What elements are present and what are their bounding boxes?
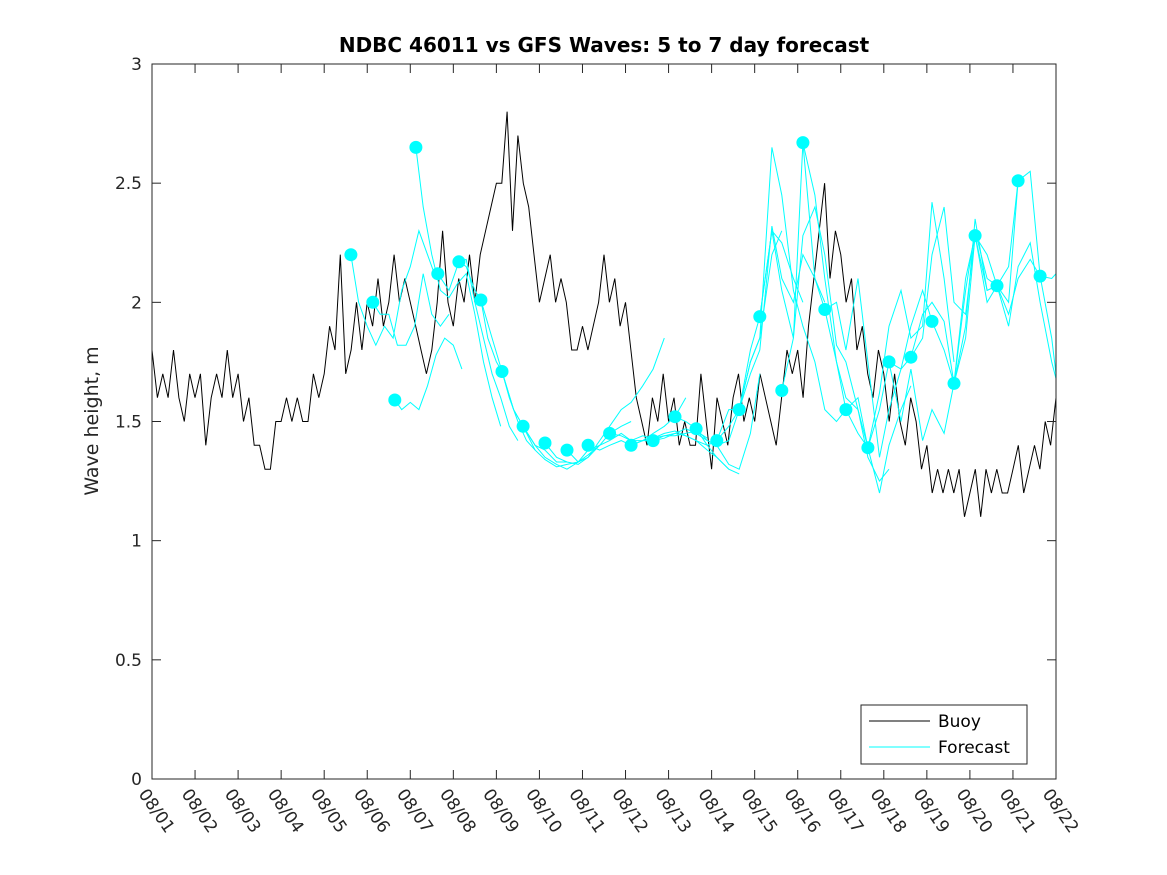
y-tick-label: 0.5 [115, 651, 142, 671]
forecast-marker [603, 426, 617, 440]
forecast-line-20 [781, 205, 890, 483]
forecast-marker [581, 438, 595, 452]
forecast-line-28 [953, 170, 1056, 384]
forecast-marker [1033, 269, 1047, 283]
legend: Buoy Forecast [860, 704, 1028, 765]
forecast-marker [968, 229, 982, 243]
y-axis-label: Wave height, m [81, 346, 103, 495]
forecast-marker [366, 295, 380, 309]
forecast-marker [689, 422, 703, 436]
y-tick-label: 1 [131, 532, 142, 552]
forecast-line-10 [566, 397, 687, 463]
forecast-marker [495, 365, 509, 378]
forecast-marker [925, 314, 939, 328]
forecast-line-21 [802, 142, 912, 494]
forecast-marker [560, 443, 574, 457]
forecast-marker [1011, 174, 1025, 188]
forecast-marker [452, 255, 466, 269]
legend-label-buoy: Buoy [938, 712, 981, 732]
y-tick-label: 1.5 [115, 413, 142, 433]
forecast-line-2 [394, 337, 463, 411]
forecast-marker [538, 436, 552, 450]
forecast-marker [818, 303, 832, 316]
forecast-line-3 [415, 147, 502, 427]
forecast-marker [474, 293, 488, 307]
forecast-marker [861, 441, 875, 455]
chart-title: NDBC 46011 vs GFS Waves: 5 to 7 day fore… [339, 33, 870, 57]
forecast-marker [710, 434, 724, 448]
y-tick-label: 2.5 [115, 174, 142, 194]
forecast-marker [947, 376, 961, 390]
forecast-line-1 [372, 273, 450, 346]
forecast-marker [516, 419, 530, 433]
forecast-line-24 [867, 206, 976, 448]
forecast-line-7 [501, 371, 601, 468]
forecast-line-17 [716, 226, 826, 441]
forecast-marker [344, 248, 358, 262]
forecast-line-29 [974, 235, 1056, 379]
forecast-line-22 [824, 278, 933, 458]
y-tick-label: 0 [131, 770, 142, 790]
forecast-line-4 [437, 258, 519, 441]
forecast-marker [753, 310, 767, 324]
legend-label-forecast: Forecast [938, 738, 1010, 758]
forecast-marker [990, 279, 1004, 293]
plot-area [152, 64, 1056, 779]
forecast-marker [388, 393, 402, 407]
forecast-marker [431, 267, 445, 281]
y-tick-label: 3 [131, 55, 142, 75]
forecast-marker [796, 136, 810, 150]
y-tick-label: 2 [131, 293, 142, 313]
forecast-line-23 [845, 202, 955, 448]
forecast-marker [646, 434, 660, 448]
forecast-marker [409, 140, 423, 154]
forecast-line-26 [910, 180, 1019, 384]
forecast-line-0 [350, 229, 437, 347]
forecast-line-18 [738, 147, 847, 423]
buoy-line [152, 111, 1056, 517]
forecast-marker [882, 355, 896, 369]
forecast-marker [904, 350, 918, 364]
data-layer [152, 111, 1056, 517]
forecast-marker [668, 410, 682, 424]
forecast-marker [775, 384, 789, 397]
forecast-marker [839, 403, 853, 417]
forecast-marker [732, 403, 746, 417]
forecast-line-19 [759, 142, 869, 448]
forecast-marker [624, 438, 638, 452]
y-ticks: 0 0.5 1 1.5 2 2.5 3 [115, 55, 1056, 790]
legend-box [860, 704, 1028, 765]
